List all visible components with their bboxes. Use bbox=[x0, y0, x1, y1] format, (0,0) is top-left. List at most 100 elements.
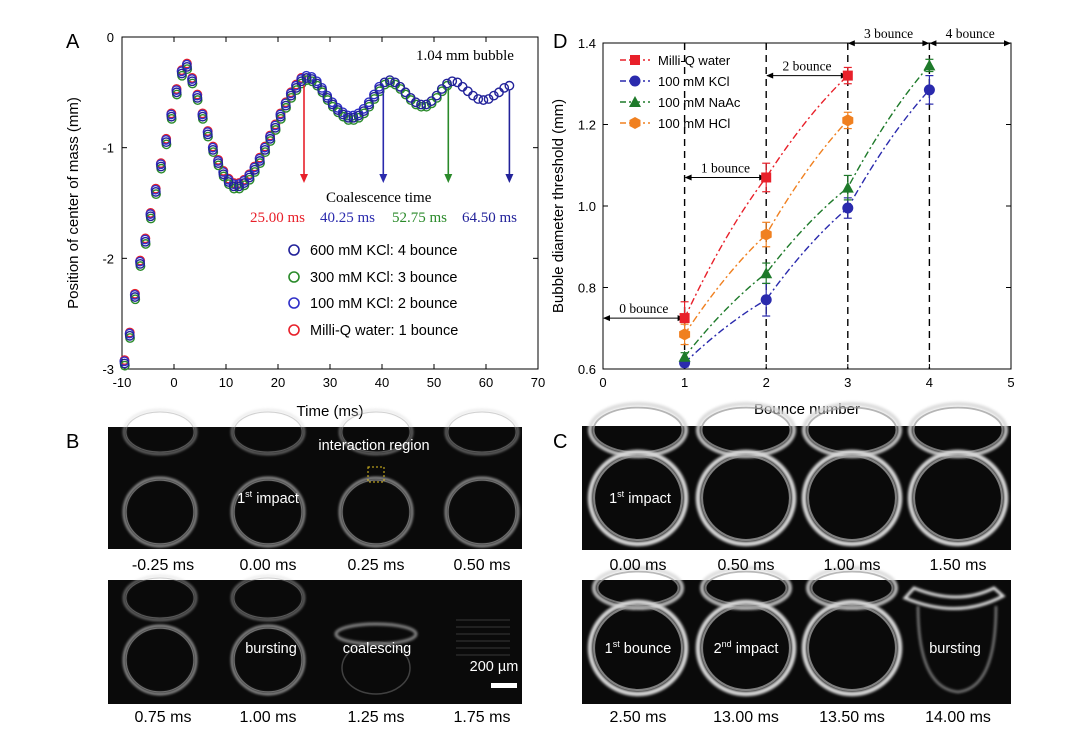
legend-marker-600mm bbox=[288, 244, 300, 256]
legend-marker-milliq bbox=[288, 324, 300, 336]
lower-bubble bbox=[587, 449, 689, 547]
panel-letter-b: B bbox=[66, 431, 79, 453]
data-point bbox=[176, 68, 187, 79]
data-point bbox=[369, 91, 380, 102]
data-point bbox=[410, 97, 421, 108]
bounce-range-arrow-left bbox=[684, 174, 692, 181]
data-point bbox=[760, 267, 773, 279]
data-point bbox=[923, 84, 935, 96]
data-point bbox=[504, 80, 515, 91]
legend-marker-100mm bbox=[288, 297, 300, 309]
lower-bubble bbox=[695, 599, 797, 697]
data-point bbox=[760, 228, 772, 241]
lower-bubble bbox=[122, 624, 198, 696]
frame-timestamp: -0.25 ms bbox=[132, 557, 194, 574]
y-tick-label: 1.4 bbox=[578, 36, 596, 51]
x-tick-label: 30 bbox=[323, 375, 337, 390]
upper-bubble-inner bbox=[810, 570, 894, 606]
panel-a-points bbox=[119, 58, 515, 371]
upper-bubble bbox=[806, 566, 898, 610]
data-point bbox=[145, 211, 156, 222]
coalescence-arrowhead bbox=[505, 174, 514, 183]
upper-bubble bbox=[230, 574, 306, 622]
x-tick-label: 20 bbox=[271, 375, 285, 390]
y-tick-label: 0.6 bbox=[578, 362, 596, 377]
data-point bbox=[244, 172, 255, 183]
data-point bbox=[202, 129, 213, 140]
lower-bubble bbox=[230, 476, 306, 548]
upper-bubble-inner bbox=[233, 577, 303, 619]
legend-label-d-kcl: 100 mM KCl bbox=[658, 74, 730, 89]
data-point bbox=[208, 144, 218, 155]
upper-bubble bbox=[592, 566, 684, 610]
bounce-range-label: 1 bounce bbox=[701, 160, 750, 175]
data-point bbox=[436, 84, 447, 94]
data-point bbox=[452, 77, 463, 88]
panel-letter-d: D bbox=[553, 31, 567, 53]
lower-bubble bbox=[587, 599, 689, 697]
y-tick-label: 1.2 bbox=[578, 118, 596, 133]
upper-bubble-inner bbox=[596, 570, 680, 606]
bounce-range-arrow-left bbox=[929, 40, 937, 47]
panel-b-bubbles bbox=[122, 408, 520, 696]
x-tick-label: 50 bbox=[427, 375, 441, 390]
data-point bbox=[442, 78, 452, 89]
panel-b-bursting-label: bursting bbox=[245, 641, 297, 657]
frame-timestamp: 1.75 ms bbox=[454, 709, 511, 726]
x-tick-label: 70 bbox=[531, 375, 545, 390]
upper-bubble bbox=[230, 408, 306, 456]
lower-bubble-inner bbox=[233, 479, 303, 545]
frame-timestamp: 1.00 ms bbox=[240, 709, 297, 726]
lower-bubble-inner bbox=[125, 627, 195, 693]
bounce-range-arrow-left bbox=[603, 315, 610, 322]
data-point bbox=[312, 78, 322, 89]
data-point bbox=[473, 94, 484, 104]
x-tick-label: 0 bbox=[170, 375, 177, 390]
panel-a-coalescence-arrows bbox=[300, 85, 514, 183]
lower-bubble-inner bbox=[341, 479, 411, 545]
y-tick-label: -3 bbox=[102, 362, 114, 377]
data-point bbox=[280, 100, 291, 111]
x-tick-label: 4 bbox=[926, 375, 933, 390]
frame-timestamp: 0.00 ms bbox=[610, 557, 667, 574]
upper-bubble bbox=[338, 408, 414, 456]
y-tick-label: -1 bbox=[102, 141, 114, 156]
legend-label-100mm: 100 mM KCl: 2 bounce bbox=[310, 296, 458, 312]
lower-bubble bbox=[338, 476, 414, 548]
lower-bubble-inner bbox=[125, 479, 195, 545]
data-point bbox=[761, 172, 772, 183]
panel-c: C 1st impact 1st bounce 2nd impact burst… bbox=[553, 402, 1011, 726]
x-tick-label: 3 bbox=[844, 375, 851, 390]
data-point bbox=[119, 358, 130, 369]
panel-b-impact-label: 1st impact bbox=[237, 489, 299, 507]
upper-bubble-inner bbox=[447, 411, 517, 453]
panel-a: A -10 0 10 20 30 40 50 60 70 0 -1 -2 -3 Time (ms) Po… bbox=[65, 30, 545, 420]
frame-timestamp: 1.00 ms bbox=[824, 557, 881, 574]
legend-label-d-hcl: 100 mM HCl bbox=[658, 116, 730, 131]
data-point bbox=[447, 76, 458, 87]
data-point bbox=[166, 111, 177, 122]
data-point bbox=[679, 328, 691, 341]
x-tick-label: 5 bbox=[1007, 375, 1014, 390]
panel-a-xlabel: Time (ms) bbox=[297, 403, 364, 420]
frame-timestamp: 0.50 ms bbox=[718, 557, 775, 574]
panel-c-image-top bbox=[582, 426, 1011, 550]
data-point bbox=[124, 330, 135, 341]
lower-bubble-inner bbox=[807, 455, 897, 541]
data-point bbox=[923, 59, 936, 71]
frame-timestamp: 13.50 ms bbox=[819, 709, 885, 726]
scale-bar bbox=[491, 683, 517, 688]
data-point bbox=[140, 236, 151, 247]
data-point bbox=[343, 112, 354, 123]
data-point bbox=[842, 114, 854, 127]
upper-bubble-inner bbox=[704, 570, 788, 606]
legend-label-600mm: 600 mM KCl: 4 bounce bbox=[310, 243, 458, 259]
panel-c-impact2-label: 2nd impact bbox=[714, 639, 779, 657]
data-point bbox=[679, 313, 690, 324]
y-tick-label: 0.8 bbox=[578, 281, 596, 296]
data-point bbox=[348, 112, 359, 123]
lower-bubble-inner bbox=[447, 479, 517, 545]
data-point bbox=[760, 294, 772, 306]
legend-marker-d-hcl bbox=[629, 117, 641, 129]
frame-timestamp: 0.25 ms bbox=[348, 557, 405, 574]
